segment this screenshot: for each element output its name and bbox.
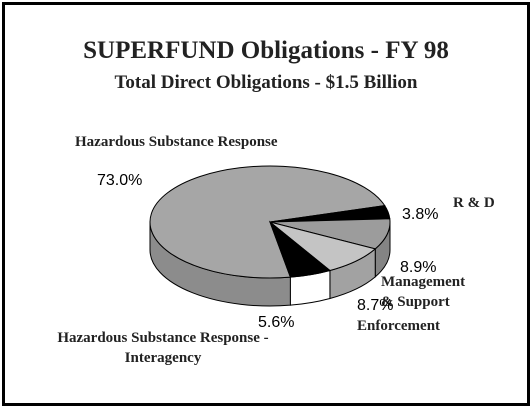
value-label: 5.6% — [258, 314, 295, 331]
value-label: 3.8% — [402, 206, 439, 223]
slice-label: Hazardous Substance Response — [75, 134, 278, 150]
slice-label: Enforcement — [357, 318, 441, 334]
chart-subtitle: Total Direct Obligations - $1.5 Billion — [114, 72, 418, 93]
pie-slice — [268, 220, 332, 278]
pie-slice — [149, 165, 386, 279]
value-label: 8.9% — [400, 259, 437, 276]
slice-label: Hazardous Substance Response - Interagen… — [57, 330, 269, 367]
slice-label: Management & Support — [381, 274, 466, 311]
value-label: 73.0% — [97, 172, 143, 189]
value-label: 8.7% — [357, 297, 394, 314]
slice-label: R & D — [453, 195, 495, 211]
chart-title: SUPERFUND Obligations - FY 98 — [83, 37, 449, 64]
